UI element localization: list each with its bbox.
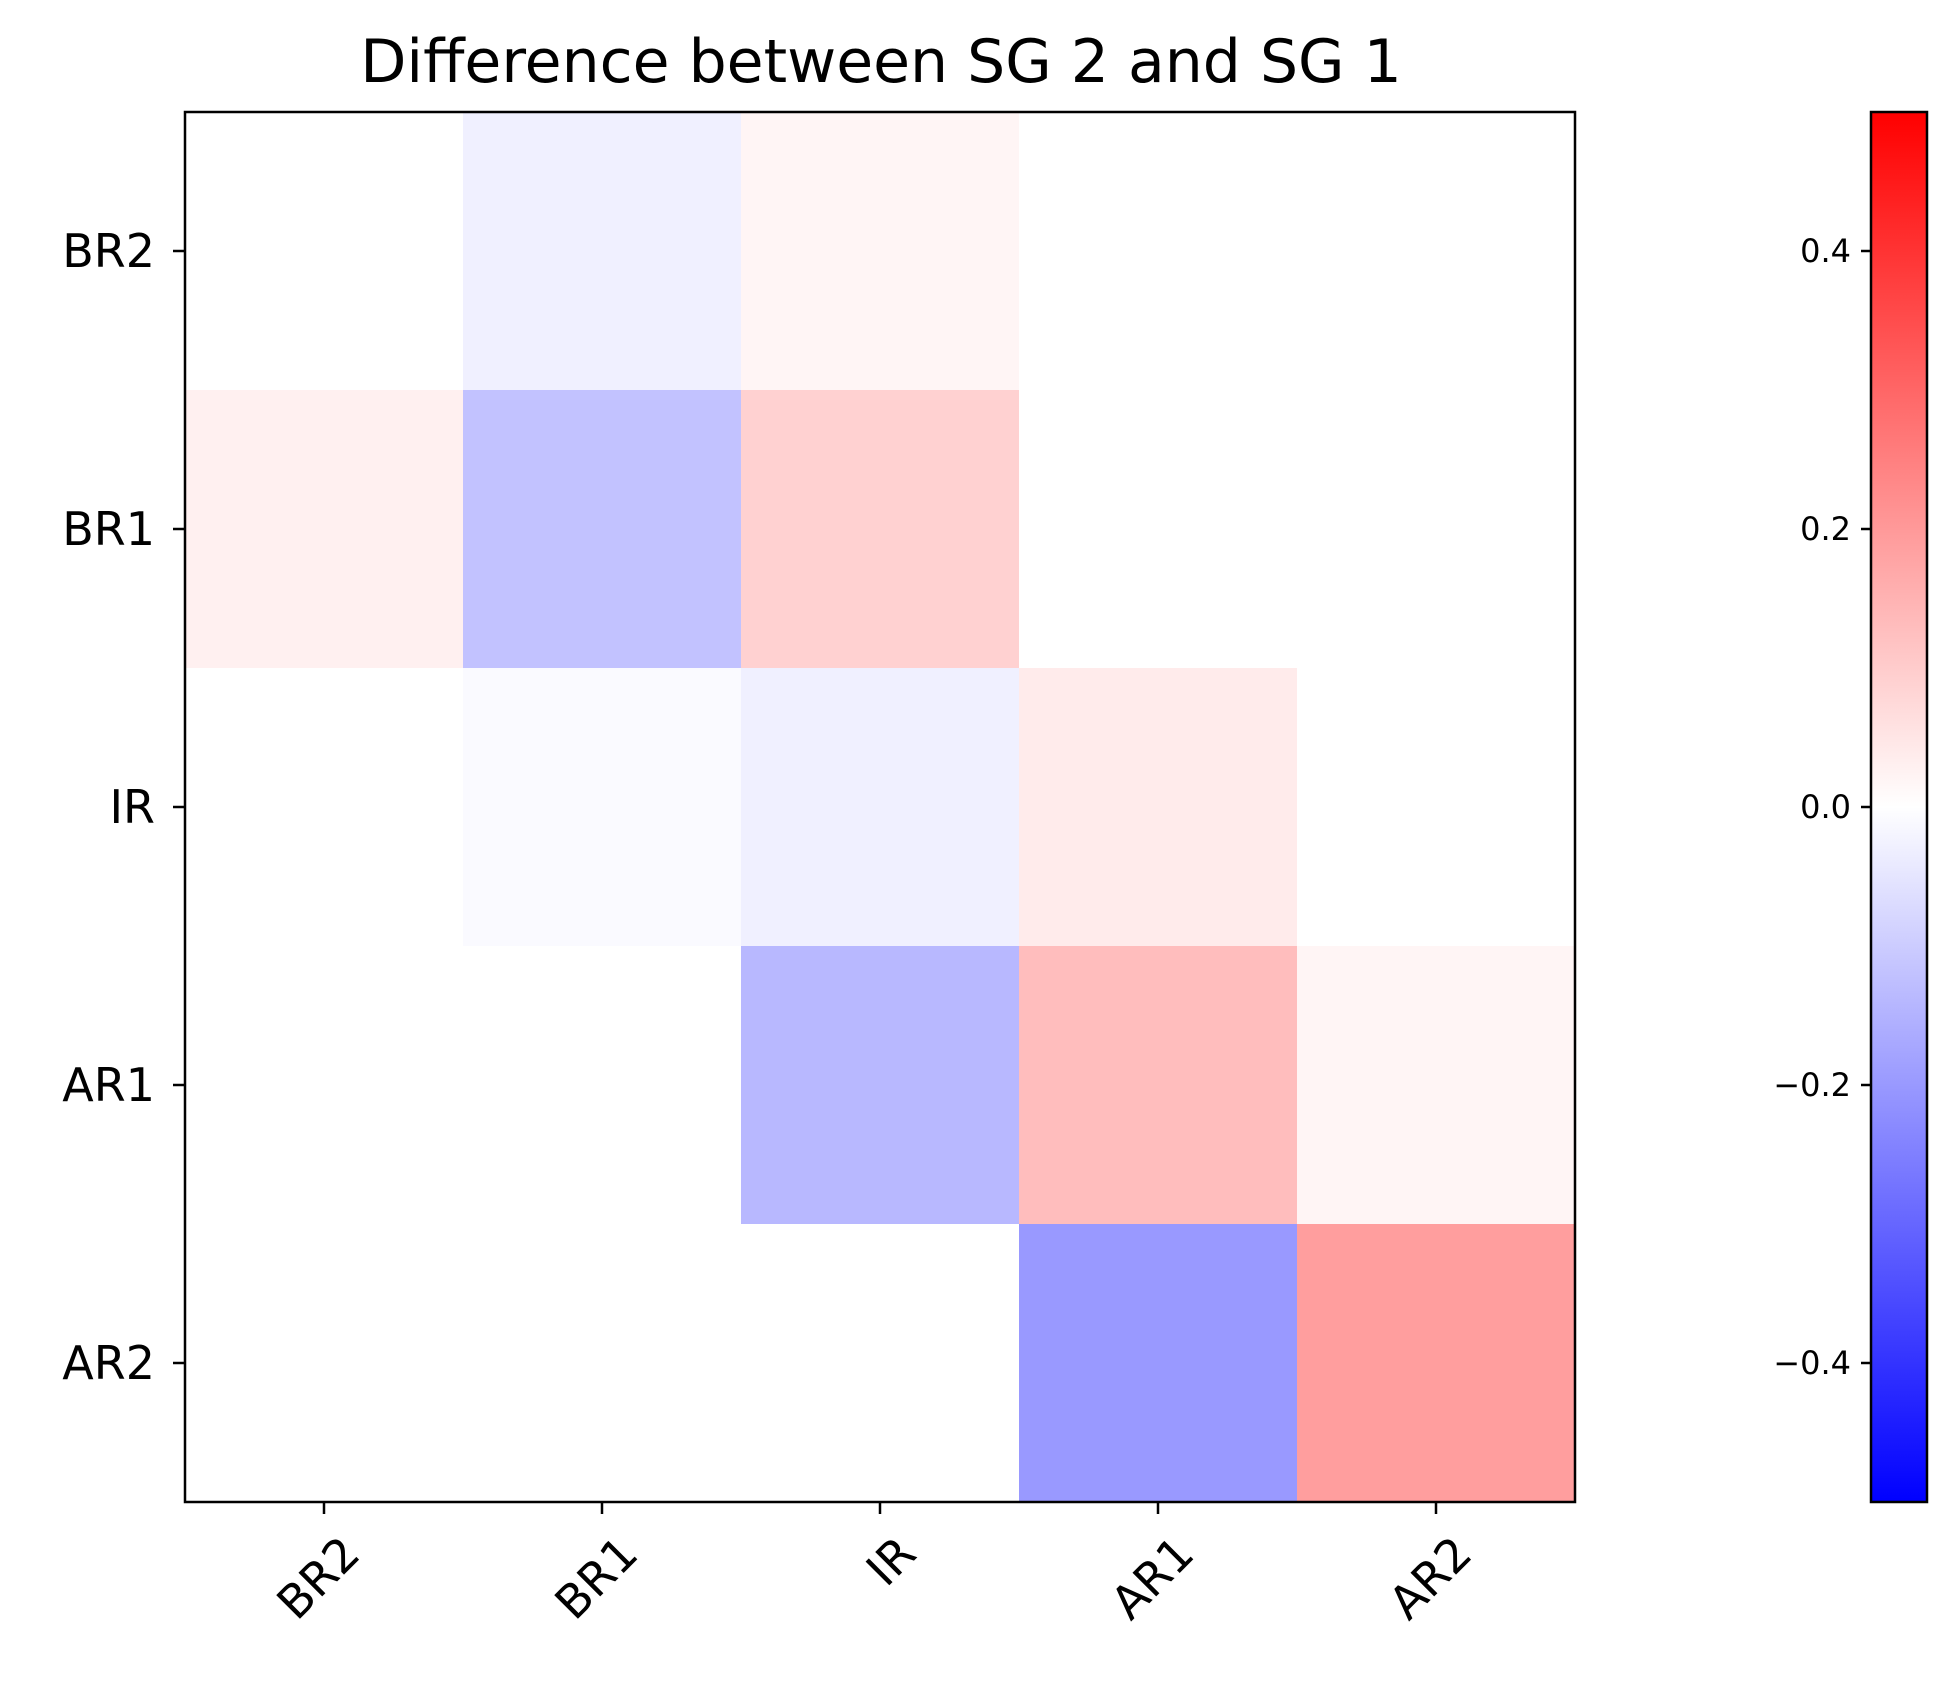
y-tick-label: AR2 [62, 1336, 155, 1390]
colorbar-tick-label: −0.2 [1773, 1066, 1851, 1104]
colorbar-tick-label: 0.2 [1800, 510, 1851, 548]
x-tick-label: AR1 [1100, 1526, 1204, 1630]
colorbar-axis: −0.4 −0.2 0.0 0.2 0.4 [1773, 232, 1871, 1382]
y-tick-label: BR1 [62, 502, 155, 556]
heatmap-cell-IR-AR2 [1297, 668, 1576, 947]
x-tick-label: IR [856, 1526, 926, 1596]
heatmap-cell-IR-BR1 [463, 668, 742, 947]
colorbar-tick-label: −0.4 [1773, 1344, 1851, 1382]
heatmap-cell-BR2-BR1 [463, 112, 742, 391]
heatmap-cell-BR1-AR2 [1297, 390, 1576, 669]
heatmap-cell-BR1-BR1 [463, 390, 742, 669]
colorbar-tick-label: 0.4 [1800, 232, 1851, 270]
heatmap-cells [185, 112, 1576, 1503]
heatmap-cell-BR1-BR2 [185, 390, 464, 669]
x-tick-label: BR1 [544, 1526, 648, 1630]
heatmap-cell-BR2-AR1 [1019, 112, 1298, 391]
colorbar [1869, 110, 1929, 1504]
heatmap-cell-IR-BR2 [185, 668, 464, 947]
heatmap-cell-AR2-IR [741, 1224, 1020, 1503]
x-tick-label: BR2 [266, 1526, 370, 1630]
x-tick-label: AR2 [1378, 1526, 1482, 1630]
y-tick-label: BR2 [62, 224, 155, 278]
heatmap-cell-IR-AR1 [1019, 668, 1298, 947]
colorbar-tick-label: 0.0 [1800, 788, 1851, 826]
y-axis: BR2 BR1 IR AR1 AR2 [62, 224, 185, 1390]
heatmap-cell-BR1-AR1 [1019, 390, 1298, 669]
x-axis: BR2 BR1 IR AR1 AR2 [266, 1502, 1482, 1630]
heatmap-cell-AR1-BR2 [185, 946, 464, 1225]
heatmap-cell-BR2-AR2 [1297, 112, 1576, 391]
heatmap-cell-AR2-AR1 [1019, 1224, 1298, 1503]
heatmap-cell-AR1-AR1 [1019, 946, 1298, 1225]
heatmap-cell-IR-IR [741, 668, 1020, 947]
heatmap-cell-BR1-IR [741, 390, 1020, 669]
heatmap-cell-AR2-BR2 [185, 1224, 464, 1503]
heatmap-cell-BR2-BR2 [185, 112, 464, 391]
y-tick-label: AR1 [62, 1058, 155, 1112]
heatmap-cell-BR2-IR [741, 112, 1020, 391]
heatmap-cell-AR2-AR2 [1297, 1224, 1576, 1503]
heatmap-cell-AR2-BR1 [463, 1224, 742, 1503]
heatmap-cell-AR1-AR2 [1297, 946, 1576, 1225]
chart-title: Difference between SG 2 and SG 1 [360, 27, 1402, 97]
y-tick-label: IR [109, 780, 155, 834]
heatmap-cell-AR1-BR1 [463, 946, 742, 1225]
heatmap-cell-AR1-IR [741, 946, 1020, 1225]
